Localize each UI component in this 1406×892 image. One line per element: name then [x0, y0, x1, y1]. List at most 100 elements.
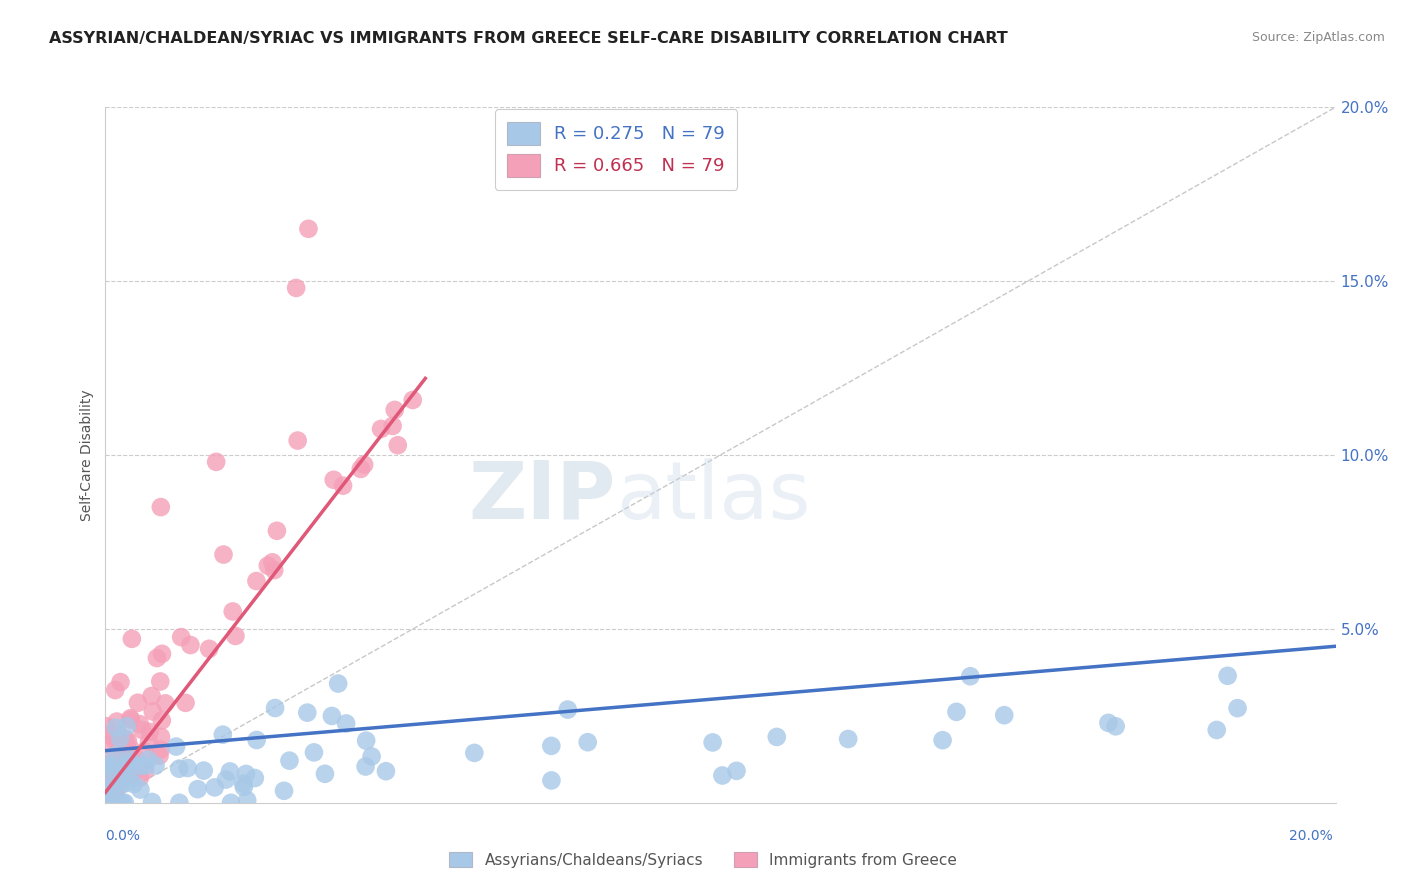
Point — [128, 759, 150, 773]
Point — [354, 733, 377, 747]
Text: atlas: atlas — [616, 458, 810, 536]
Point — [273, 784, 295, 798]
Point — [245, 574, 267, 588]
Point — [263, 563, 285, 577]
Point — [322, 473, 344, 487]
Point — [122, 747, 145, 762]
Point — [114, 742, 136, 756]
Point — [246, 733, 269, 747]
Point — [97, 756, 120, 771]
Point — [219, 764, 242, 779]
Point — [104, 771, 127, 785]
Point — [540, 739, 562, 753]
Point — [236, 793, 259, 807]
Point — [117, 734, 139, 748]
Point — [97, 728, 120, 742]
Point — [104, 683, 127, 698]
Point — [104, 785, 127, 799]
Point — [96, 790, 118, 805]
Point — [148, 748, 170, 763]
Point — [139, 725, 162, 739]
Point — [187, 782, 209, 797]
Point — [105, 714, 128, 729]
Point — [134, 764, 156, 778]
Point — [285, 281, 308, 295]
Point — [222, 604, 245, 618]
Text: ZIP: ZIP — [468, 458, 616, 536]
Point — [121, 632, 143, 646]
Point — [993, 708, 1015, 723]
Point — [104, 721, 127, 735]
Point — [108, 796, 131, 810]
Point — [98, 784, 121, 798]
Point — [177, 761, 200, 775]
Point — [108, 743, 131, 757]
Point — [96, 764, 118, 778]
Point — [328, 676, 350, 690]
Point — [576, 735, 599, 749]
Point — [335, 716, 357, 731]
Point — [193, 764, 215, 778]
Point — [711, 768, 734, 782]
Point — [384, 403, 406, 417]
Point — [103, 786, 125, 800]
Point — [101, 785, 124, 799]
Point — [381, 418, 404, 433]
Point — [837, 731, 859, 746]
Point — [212, 548, 235, 562]
Point — [101, 780, 124, 794]
Point — [104, 748, 127, 763]
Point — [314, 767, 336, 781]
Point — [149, 674, 172, 689]
Point — [101, 766, 124, 780]
Legend: R = 0.275   N = 79, R = 0.665   N = 79: R = 0.275 N = 79, R = 0.665 N = 79 — [495, 109, 738, 190]
Point — [1205, 723, 1227, 737]
Point — [96, 738, 118, 752]
Point — [179, 638, 201, 652]
Point — [360, 749, 382, 764]
Point — [98, 759, 121, 773]
Point — [120, 713, 142, 727]
Point — [121, 766, 143, 780]
Point — [141, 795, 163, 809]
Point — [142, 705, 165, 719]
Point — [321, 709, 343, 723]
Point — [120, 711, 142, 725]
Point — [174, 696, 197, 710]
Point — [96, 719, 118, 733]
Point — [1097, 715, 1119, 730]
Point — [104, 732, 127, 747]
Point — [219, 796, 242, 810]
Point — [103, 778, 125, 792]
Text: ASSYRIAN/CHALDEAN/SYRIAC VS IMMIGRANTS FROM GREECE SELF-CARE DISABILITY CORRELAT: ASSYRIAN/CHALDEAN/SYRIAC VS IMMIGRANTS F… — [49, 31, 1008, 46]
Point — [112, 770, 135, 784]
Point — [96, 796, 118, 810]
Point — [138, 735, 160, 749]
Point — [129, 771, 152, 785]
Point — [243, 771, 266, 785]
Point — [332, 478, 354, 492]
Point — [98, 783, 121, 797]
Point — [257, 558, 280, 573]
Point — [115, 759, 138, 773]
Point — [97, 759, 120, 773]
Point — [105, 747, 128, 762]
Point — [108, 774, 131, 789]
Point — [264, 701, 287, 715]
Point — [122, 777, 145, 791]
Point — [198, 641, 221, 656]
Point — [115, 759, 138, 773]
Point — [262, 555, 284, 569]
Point — [375, 764, 398, 779]
Point — [387, 438, 409, 452]
Point — [114, 776, 136, 790]
Point — [112, 733, 135, 747]
Point — [959, 669, 981, 683]
Point — [297, 706, 319, 720]
Point — [150, 647, 173, 661]
Point — [287, 434, 309, 448]
Point — [149, 500, 172, 514]
Point — [215, 772, 238, 787]
Point — [205, 455, 228, 469]
Point — [149, 742, 172, 756]
